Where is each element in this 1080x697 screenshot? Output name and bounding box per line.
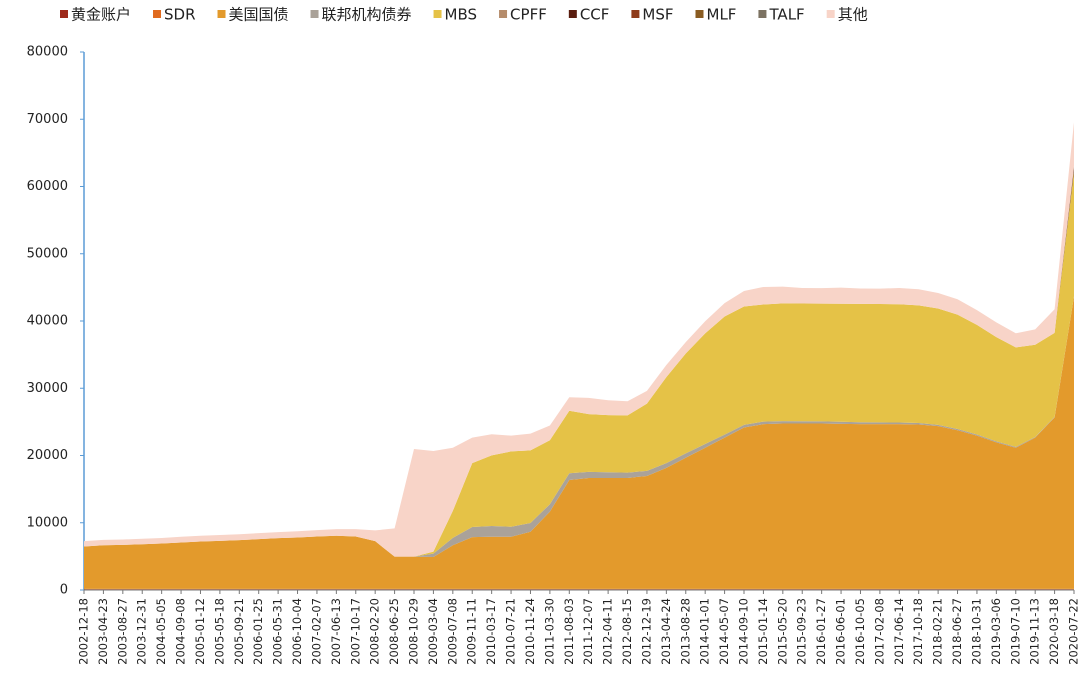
- x-tick-label: 2011-03-30: [542, 598, 556, 665]
- x-tick-label: 2007-10-17: [348, 598, 362, 665]
- x-tick-label: 2005-05-18: [212, 598, 226, 665]
- y-tick-label: 30000: [27, 381, 68, 396]
- x-tick-label: 2005-09-21: [232, 598, 246, 665]
- x-tick-label: 2005-01-12: [193, 598, 207, 665]
- x-tick-label: 2014-09-10: [737, 598, 751, 665]
- legend-swatch: [758, 10, 767, 18]
- x-tick-label: 2015-09-23: [795, 598, 809, 665]
- legend-label: CCF: [580, 6, 610, 24]
- x-tick-label: 2017-06-14: [892, 598, 906, 665]
- x-tick-label: 2013-08-28: [678, 598, 692, 665]
- legend-label: 联邦机构债券: [322, 6, 412, 24]
- x-tick-label: 2019-07-10: [1008, 598, 1022, 665]
- x-tick-label: 2017-02-08: [872, 598, 886, 665]
- x-tick-label: 2016-10-05: [853, 598, 867, 665]
- x-tick-label: 2004-09-08: [174, 598, 188, 665]
- y-tick-label: 80000: [27, 45, 68, 60]
- x-tick-label: 2016-06-01: [834, 598, 848, 665]
- legend-label: MSF: [642, 6, 673, 24]
- legend-label: 其他: [838, 6, 868, 24]
- x-tick-label: 2010-03-17: [484, 598, 498, 665]
- x-tick-label: 2008-02-20: [368, 598, 382, 665]
- x-tick-label: 2007-02-07: [309, 598, 323, 665]
- x-tick-label: 2009-07-08: [445, 598, 459, 665]
- area: [84, 296, 1074, 589]
- legend-label: CPFF: [510, 6, 547, 24]
- y-tick-label: 10000: [27, 515, 68, 530]
- legend-swatch: [568, 10, 577, 18]
- legend-label: MLF: [707, 6, 737, 24]
- x-tick-label: 2018-10-31: [969, 598, 983, 665]
- x-tick-label: 2014-05-07: [717, 598, 731, 665]
- x-tick-label: 2015-05-20: [775, 598, 789, 665]
- x-tick-label: 2019-11-13: [1028, 598, 1042, 665]
- legend-swatch: [60, 10, 68, 18]
- legend-label: SDR: [164, 6, 196, 24]
- x-tick-label: 2012-12-19: [639, 598, 653, 665]
- x-tick-label: 2003-08-27: [115, 598, 129, 665]
- x-tick-label: 2003-12-31: [135, 598, 149, 665]
- x-tick-label: 2012-08-15: [620, 598, 634, 665]
- legend-swatch: [499, 10, 508, 18]
- y-tick-label: 50000: [27, 246, 68, 261]
- y-tick-label: 40000: [27, 314, 68, 329]
- x-tick-label: 2007-06-13: [329, 598, 343, 665]
- x-tick-label: 2008-10-29: [407, 598, 421, 665]
- legend-swatch: [310, 10, 319, 18]
- y-tick-label: 0: [60, 583, 68, 598]
- x-tick-label: 2019-03-06: [989, 598, 1003, 665]
- x-tick-label: 2012-04-11: [601, 598, 615, 665]
- legend-label: 美国国债: [229, 6, 289, 24]
- y-tick-label: 20000: [27, 448, 68, 463]
- legend-swatch: [631, 10, 640, 18]
- legend-label: 黄金账户: [71, 6, 131, 24]
- x-tick-label: 2008-06-25: [387, 598, 401, 665]
- x-tick-label: 2015-01-14: [756, 598, 770, 665]
- x-tick-label: 2010-07-21: [504, 598, 518, 665]
- x-tick-label: 2018-06-27: [950, 598, 964, 665]
- legend-swatch: [433, 10, 442, 18]
- x-tick-label: 2004-05-05: [154, 598, 168, 665]
- x-tick-label: 2020-03-18: [1047, 598, 1061, 665]
- x-tick-label: 2006-10-04: [290, 598, 304, 665]
- x-tick-label: 2018-02-21: [931, 598, 945, 665]
- legend-label: MBS: [445, 6, 478, 24]
- legend-label: TALF: [768, 6, 804, 24]
- x-tick-label: 2014-01-01: [698, 598, 712, 665]
- x-tick-label: 2011-12-07: [581, 598, 595, 665]
- x-tick-label: 2006-01-25: [251, 598, 265, 665]
- x-tick-label: 2002-12-18: [77, 598, 91, 665]
- x-tick-label: 2003-04-23: [96, 598, 110, 665]
- x-tick-label: 2020-07-22: [1067, 598, 1080, 665]
- y-tick-label: 70000: [27, 112, 68, 127]
- x-tick-label: 2017-10-18: [911, 598, 925, 665]
- x-tick-label: 2010-11-24: [523, 598, 537, 665]
- legend-swatch: [826, 10, 835, 18]
- x-tick-label: 2006-05-31: [271, 598, 285, 665]
- x-tick-label: 2013-04-24: [659, 598, 673, 665]
- y-tick-label: 60000: [27, 179, 68, 194]
- legend-swatch: [695, 10, 704, 18]
- x-tick-label: 2009-03-04: [426, 598, 440, 665]
- x-tick-label: 2011-08-03: [562, 598, 576, 665]
- legend-swatch: [153, 10, 162, 18]
- x-tick-label: 2016-01-27: [814, 598, 828, 665]
- area: [84, 171, 1074, 557]
- x-tick-label: 2009-11-11: [465, 598, 479, 665]
- legend-swatch: [217, 10, 226, 18]
